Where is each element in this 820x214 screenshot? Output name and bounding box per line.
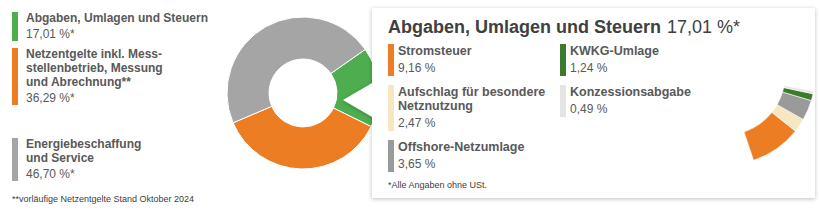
text-line: 3,65 % [398, 157, 436, 171]
data-label: 36,29 %* [26, 91, 75, 105]
data-label: 46,70 %* [26, 167, 75, 181]
text-line: und Abrechnung** [26, 75, 131, 89]
callout-pointer [343, 82, 374, 118]
slice [227, 17, 365, 123]
text-line: Aufschlag für besondere [398, 85, 545, 99]
data-label: 3,65 % [398, 157, 436, 171]
donut-piece [744, 86, 814, 161]
legend-label: Abgaben, Umlagen und Steuern [26, 11, 208, 25]
text-line: 0,49 % [570, 102, 608, 116]
donut [227, 17, 379, 169]
legend-label: Stromsteuer [398, 44, 472, 58]
text-line: 46,70 %* [26, 167, 75, 181]
text-line: 1,24 % [570, 61, 608, 75]
legend-swatch [560, 85, 566, 117]
chart: Abgaben, Umlagen und Steuern 17,01 %* Netz… [0, 0, 820, 214]
text-line: 36,29 %* [26, 91, 75, 105]
data-label: 1,24 % [570, 61, 608, 75]
text-line: und Service [26, 151, 94, 165]
legend-swatch [560, 44, 566, 76]
text-line: Abgaben, Umlagen und Steuern [388, 17, 661, 37]
legend: Abgaben, Umlagen und Steuern 17,01 %* Netz… [12, 11, 208, 181]
text-line: **vorläufige Netzentgelte Stand Oktober … [12, 194, 194, 204]
text-line: Konzessionsabgabe [570, 85, 691, 99]
data-label: 2,47 % [398, 116, 436, 130]
text-line: Offshore-Netzumlage [398, 140, 524, 154]
legend-swatch [12, 12, 18, 41]
legend-swatch [388, 85, 394, 131]
title: Abgaben, Umlagen und Steuern [388, 17, 661, 37]
text-line: Abgaben, Umlagen und Steuern [26, 11, 208, 25]
legend-label: Netzentgelte inkl. Mess-stellenbetrieb, … [26, 47, 163, 89]
legend-swatch [388, 140, 394, 172]
legend-swatch [12, 138, 18, 181]
legend-swatch [12, 48, 18, 105]
text-line: 17,01 %* [667, 17, 740, 37]
legend-label: Konzessionsabgabe [570, 85, 691, 99]
legend-label: KWKG-Umlage [570, 44, 659, 58]
text-line: 2,47 % [398, 116, 436, 130]
text-line: Stromsteuer [398, 44, 472, 58]
data-label: 0,49 % [570, 102, 608, 116]
footnote: *Alle Angaben ohne USt. [388, 180, 487, 190]
legend-label: Energiebeschaffungund Service [26, 137, 141, 165]
text-line: Netznutzung [398, 99, 473, 113]
text-line: 9,16 % [398, 61, 436, 75]
legend-label: Offshore-Netzumlage [398, 140, 524, 154]
footnote: **vorläufige Netzentgelte Stand Oktober … [12, 194, 194, 204]
legend-swatch [388, 44, 394, 76]
slice [784, 86, 814, 94]
text-line: 17,01 %* [26, 27, 75, 41]
legend-label: Aufschlag für besondereNetznutzung [398, 85, 545, 113]
slice [233, 106, 371, 169]
data-label: 9,16 % [398, 61, 436, 75]
callout-rect [372, 8, 815, 198]
text-line: KWKG-Umlage [570, 44, 659, 58]
callout-box [343, 8, 815, 198]
subtitle: 17,01 %* [667, 17, 740, 37]
text-line: stellenbetrieb, Messung [26, 61, 163, 75]
text-line: Netzentgelte inkl. Mess- [26, 47, 162, 61]
text-line: Energiebeschaffung [26, 137, 141, 151]
data-label: 17,01 %* [26, 27, 75, 41]
text-line: *Alle Angaben ohne USt. [388, 180, 487, 190]
